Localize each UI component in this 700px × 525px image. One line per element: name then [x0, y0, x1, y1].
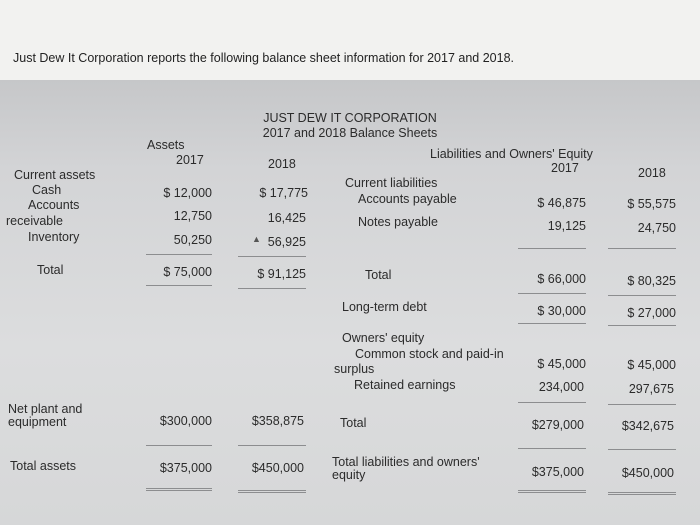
receivable-2018: 16,425	[267, 211, 306, 225]
inventory-2018: 56,925	[267, 235, 306, 249]
liabilities-total-2018: $ 80,325	[627, 274, 676, 288]
equity-total-2017: $279,000	[531, 418, 584, 432]
receivable-label-1: Accounts	[28, 198, 80, 212]
company-title: JUST DEW IT CORPORATION	[263, 111, 437, 125]
assets-heading: Assets	[147, 138, 185, 152]
assets-total-2017: $ 75,000	[163, 265, 212, 279]
net-plant-2018: $358,875	[251, 414, 304, 428]
total-liabilities-equity-2018: $450,000	[621, 466, 674, 480]
receivable-2017: 12,750	[173, 209, 212, 223]
sheet-subtitle: 2017 and 2018 Balance Sheets	[262, 126, 438, 140]
total-liabilities-equity-label: Total liabilities and owners' equity	[332, 455, 480, 482]
receivable-label-2: receivable	[6, 214, 63, 228]
assets-year-2017: 2017	[176, 153, 204, 167]
current-liabilities-label: Current liabilities	[345, 176, 438, 190]
current-assets-label: Current assets	[14, 168, 96, 182]
total-liabilities-equity-2017: $375,000	[531, 465, 584, 479]
balance-sheet-photo: JUST DEW IT CORPORATION 2017 and 2018 Ba…	[0, 80, 700, 525]
equity-total-2018: $342,675	[621, 419, 674, 433]
total-assets-label: Total assets	[10, 459, 77, 473]
accounts-payable-label: Accounts payable	[358, 192, 457, 206]
owners-equity-label: Owners' equity	[342, 331, 425, 345]
assets-total-2018: $ 91,125	[257, 267, 306, 281]
question-header: Just Dew It Corporation reports the foll…	[0, 0, 700, 80]
long-term-debt-2018: $ 27,000	[627, 306, 676, 320]
liabilities-total-label: Total	[365, 268, 392, 282]
assets-total-label: Total	[37, 263, 64, 277]
accounts-payable-2018: $ 55,575	[627, 197, 676, 211]
inventory-label: Inventory	[28, 230, 80, 244]
total-assets-2018: $450,000	[251, 461, 304, 475]
accounts-payable-2017: $ 46,875	[537, 196, 586, 210]
liabilities-heading: Liabilities and Owners' Equity	[430, 147, 593, 161]
liabilities-total-2017: $ 66,000	[537, 272, 586, 286]
total-assets-2017: $375,000	[159, 461, 212, 475]
assets-year-2018: 2018	[268, 157, 296, 171]
intro-text: Just Dew It Corporation reports the foll…	[13, 51, 514, 65]
equity-total-label: Total	[340, 416, 367, 430]
notes-payable-2017: 19,125	[547, 219, 586, 233]
notes-payable-label: Notes payable	[358, 215, 438, 229]
cash-2017: $ 12,000	[163, 186, 212, 200]
cash-2018: $ 17,775	[259, 186, 308, 200]
notes-payable-2018: 24,750	[637, 221, 676, 235]
liabilities-year-2018: 2018	[638, 166, 666, 180]
retained-earnings-label: Retained earnings	[354, 378, 456, 392]
common-stock-label-1: Common stock and paid-in	[355, 347, 504, 361]
net-plant-2017: $300,000	[159, 414, 212, 428]
retained-earnings-2018: 297,675	[628, 382, 674, 396]
common-stock-2018: $ 45,000	[627, 358, 676, 372]
cursor-arrow-icon: ▲	[252, 234, 261, 244]
liabilities-year-2017: 2017	[551, 161, 579, 175]
net-plant-label: Net plant and equipment	[8, 402, 83, 429]
cash-label: Cash	[32, 183, 62, 197]
retained-earnings-2017: 234,000	[538, 380, 584, 394]
inventory-2017: 50,250	[173, 233, 212, 247]
common-stock-label-2: surplus	[334, 362, 375, 376]
common-stock-2017: $ 45,000	[537, 357, 586, 371]
long-term-debt-label: Long-term debt	[342, 300, 427, 314]
long-term-debt-2017: $ 30,000	[537, 304, 586, 318]
